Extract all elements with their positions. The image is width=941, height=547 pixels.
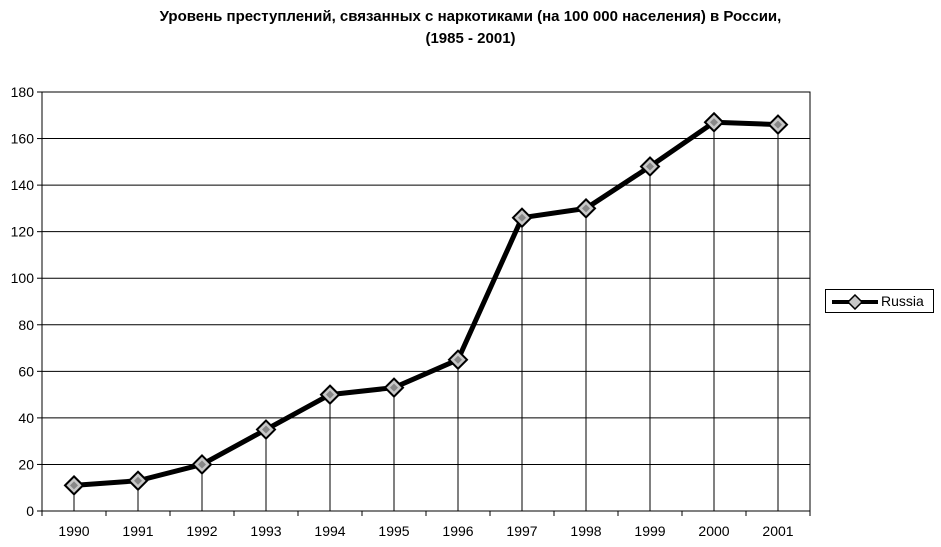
y-tick-label: 160 xyxy=(11,131,35,147)
x-tick-label: 1993 xyxy=(250,523,281,539)
data-point-marker-center xyxy=(710,118,718,127)
data-point-marker-center xyxy=(518,213,526,222)
x-tick-label: 1992 xyxy=(186,523,217,539)
y-tick-label: 140 xyxy=(11,177,35,193)
series-line-russia xyxy=(73,119,779,488)
y-tick-label: 0 xyxy=(26,503,34,519)
x-tick-label: 1998 xyxy=(570,523,601,539)
legend-line-marker-icon xyxy=(832,294,878,310)
x-tick-label: 1997 xyxy=(506,523,537,539)
data-point-marker-center xyxy=(326,390,334,399)
data-point-marker-center xyxy=(646,162,654,171)
data-point-marker-center xyxy=(198,460,206,469)
data-point-marker-center xyxy=(262,425,270,434)
y-tick-label: 60 xyxy=(18,363,34,379)
y-tick-label: 120 xyxy=(11,224,35,240)
x-tick-label: 2000 xyxy=(698,523,729,539)
data-point-marker-center xyxy=(70,481,78,490)
chart-title: Уровень преступлений, связанных с наркот… xyxy=(0,6,941,50)
x-tick-label: 1999 xyxy=(634,523,665,539)
data-point-marker-center xyxy=(454,355,462,364)
data-point-marker-center xyxy=(582,204,590,213)
data-point-marker-center xyxy=(134,476,142,485)
series-layer xyxy=(63,111,789,496)
x-tick-labels: 1990 1991 1992 1993 1994 1995 1996 1997 1998 1999… xyxy=(58,523,793,539)
x-tick-label: 1994 xyxy=(314,523,345,539)
x-tick-label: 1995 xyxy=(378,523,409,539)
x-tick-label: 2001 xyxy=(762,523,793,539)
data-point-marker-center xyxy=(390,383,398,392)
x-tick-label: 1991 xyxy=(122,523,153,539)
chart-title-line-1: Уровень преступлений, связанных с наркот… xyxy=(159,8,782,25)
gridlines xyxy=(42,138,810,465)
data-point-marker-center xyxy=(774,120,782,129)
x-tick-label: 1996 xyxy=(442,523,473,539)
legend-entry-russia: Russia xyxy=(881,293,924,309)
y-tick-label: 40 xyxy=(18,410,34,426)
plot-area-frame xyxy=(41,91,811,512)
legend: Russia xyxy=(825,289,934,313)
y-tick-label: 20 xyxy=(18,456,34,472)
x-tick-label: 1990 xyxy=(58,523,89,539)
y-tick-label: 80 xyxy=(18,317,34,333)
chart-title-line-2: (1985 - 2001) xyxy=(425,30,516,47)
y-tick-labels: 0 20 40 60 80 100 120 140 160 180 xyxy=(11,84,35,519)
y-tick-label: 100 xyxy=(11,270,35,286)
axes xyxy=(37,91,811,516)
drop-lines xyxy=(73,122,779,511)
y-tick-label: 180 xyxy=(11,84,35,100)
